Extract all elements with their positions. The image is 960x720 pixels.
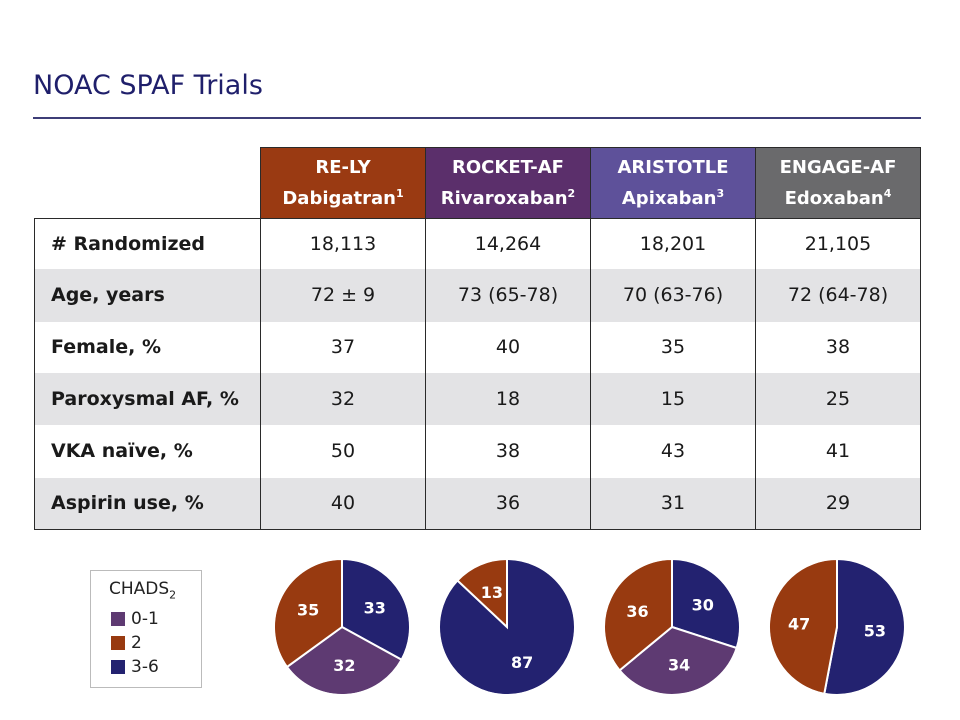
- trial-header: ENGAGE-AF Edoxaban4: [755, 147, 921, 219]
- pie-outline: [768, 558, 906, 696]
- page-title: NOAC SPAF Trials: [33, 70, 263, 101]
- trial-header: ARISTOTLE Apixaban3: [590, 147, 756, 219]
- table-cell: 21,105: [755, 218, 921, 269]
- trial-name: ARISTOTLE: [617, 156, 729, 178]
- table-cell: 25: [755, 372, 921, 425]
- chads-pie-charts: 33 32 35 87 13 30 34 36 53 47: [273, 557, 906, 696]
- pie-chart: 53 47: [767, 557, 906, 696]
- legend-label: 2: [131, 633, 142, 653]
- trials-table: RE-LY Dabigatran1 ROCKET-AF Rivaroxaban2 A…: [34, 147, 921, 530]
- pie-data-label: 33: [364, 599, 386, 618]
- pie-chart: 30 34 36: [603, 557, 741, 696]
- table-row: Female, % 37 40 35 38: [34, 321, 921, 373]
- table-cell: 38: [425, 424, 591, 478]
- table-cell: 15: [590, 372, 756, 425]
- trial-name: RE-LY: [315, 156, 371, 178]
- row-label: Paroxysmal AF, %: [34, 372, 261, 425]
- trial-reference: 2: [567, 186, 576, 200]
- pie-chart: 87 13: [438, 557, 576, 696]
- table-cell: 18: [425, 372, 591, 425]
- trial-name: ROCKET-AF: [452, 156, 564, 178]
- table-header-row: RE-LY Dabigatran1 ROCKET-AF Rivaroxaban2 A…: [35, 147, 921, 219]
- table-cell: 32: [260, 372, 426, 425]
- trial-header: RE-LY Dabigatran1: [260, 147, 426, 219]
- trial-drug: Apixaban3: [621, 186, 725, 209]
- table-row: Aspirin use, % 40 36 31 29: [34, 477, 921, 530]
- pie-data-label: 87: [511, 653, 533, 672]
- pie-data-label: 36: [626, 602, 648, 621]
- table-cell: 73 (65-78): [425, 268, 591, 322]
- pie-data-label: 30: [692, 596, 714, 615]
- table-cell: 35: [590, 321, 756, 373]
- row-label: # Randomized: [34, 218, 261, 269]
- table-cell: 38: [755, 321, 921, 373]
- table-cell: 40: [260, 477, 426, 530]
- table-cell: 31: [590, 477, 756, 530]
- row-label: Aspirin use, %: [34, 477, 261, 530]
- pie-data-label: 53: [864, 622, 886, 641]
- row-label: VKA naïve, %: [34, 424, 261, 478]
- trial-name: ENGAGE-AF: [779, 156, 897, 178]
- trial-reference: 4: [883, 186, 892, 200]
- table-row: VKA naïve, % 50 38 43 41: [34, 424, 921, 478]
- table-row: Paroxysmal AF, % 32 18 15 25: [34, 372, 921, 425]
- table-cell: 14,264: [425, 218, 591, 269]
- table-cell: 37: [260, 321, 426, 373]
- pie-data-label: 13: [481, 583, 503, 602]
- legend-swatch: [111, 612, 125, 626]
- pie-data-label: 47: [788, 614, 810, 633]
- trial-header: ROCKET-AF Rivaroxaban2: [425, 147, 591, 219]
- table-cell: 72 (64-78): [755, 268, 921, 322]
- table-cell: 72 ± 9: [260, 268, 426, 322]
- row-label: Female, %: [34, 321, 261, 373]
- legend-swatch: [111, 660, 125, 674]
- table-cell: 18,201: [590, 218, 756, 269]
- trial-reference: 3: [716, 186, 725, 200]
- trial-drug: Edoxaban4: [784, 186, 892, 209]
- title-divider: [33, 117, 921, 119]
- table-cell: 29: [755, 477, 921, 530]
- legend-label: 3-6: [131, 657, 159, 677]
- table-cell: 70 (63-76): [590, 268, 756, 322]
- pie-chart: 33 32 35: [273, 557, 411, 696]
- table-corner: [35, 148, 261, 219]
- legend-label: 0-1: [131, 609, 159, 629]
- table-row: Age, years 72 ± 9 73 (65-78) 70 (63-76) 72 (…: [34, 268, 921, 322]
- pie-outline: [273, 558, 411, 696]
- pie-data-label: 34: [668, 655, 690, 674]
- trial-reference: 1: [395, 186, 404, 200]
- trial-drug: Rivaroxaban2: [440, 186, 576, 209]
- pie-outline: [438, 558, 576, 696]
- table-cell: 50: [260, 424, 426, 478]
- row-label: Age, years: [34, 268, 261, 322]
- table-cell: 41: [755, 424, 921, 478]
- pie-data-label: 32: [333, 656, 355, 675]
- trial-drug: Dabigatran1: [282, 186, 404, 209]
- table-cell: 18,113: [260, 218, 426, 269]
- table-cell: 36: [425, 477, 591, 530]
- legend-title: CHADS2: [109, 579, 177, 602]
- table-cell: 40: [425, 321, 591, 373]
- pie-outline: [603, 558, 741, 696]
- table-row: # Randomized 18,113 14,264 18,201 21,105: [34, 218, 921, 269]
- pie-data-label: 35: [297, 601, 319, 620]
- table-cell: 43: [590, 424, 756, 478]
- legend-swatch: [111, 636, 125, 650]
- chads-legend: CHADS2 0-1 2 3-6: [90, 570, 202, 688]
